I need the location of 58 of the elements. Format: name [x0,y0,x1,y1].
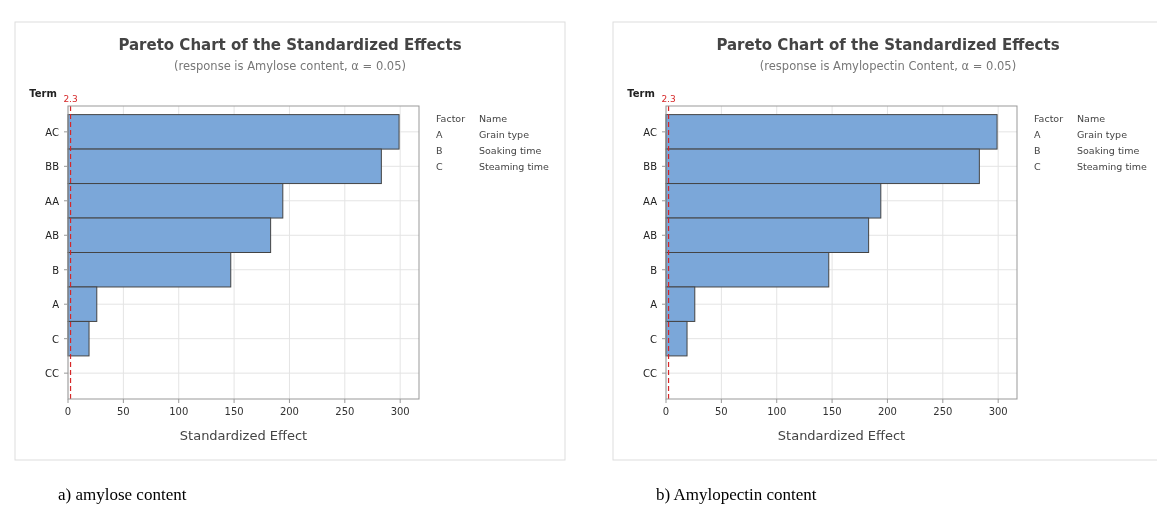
chart-subtitle: (response is Amylose content, α = 0.05) [173,59,407,73]
chart-title: Pareto Chart of the Standardized Effects [716,36,1060,54]
text: C [436,161,443,172]
y-tick-label: AA [45,195,60,207]
x-tick-label: 250 [335,406,355,417]
x-tick-label: 100 [767,406,787,417]
y-axis-title: Term [29,88,57,99]
chart-title: Pareto Chart of the Standardized Effects [118,36,462,54]
y-tick-label: AA [643,195,658,207]
x-tick-label: 150 [224,406,244,417]
text: Name [1077,113,1106,124]
text: a) amylose content [58,485,187,504]
x-tick-label: 0 [64,406,72,417]
y-tick-label: AB [643,230,658,242]
x-tick-label: 150 [822,406,842,417]
y-tick-label: AC [45,126,60,138]
ref-line-label: 2.3 [63,94,78,104]
text: Factor [1034,113,1064,124]
text: B [1034,145,1041,156]
text: B [436,145,443,156]
x-tick-label: 0 [662,406,670,417]
y-tick-label: AB [45,230,60,242]
y-tick-label: CC [45,368,60,380]
x-tick-label: 50 [715,406,728,417]
x-tick-label: 300 [988,406,1008,417]
x-tick-label: 200 [877,406,897,417]
text: Steaming time [479,161,549,172]
text: Soaking time [479,145,542,156]
x-axis-title: Standardized Effect [777,428,906,443]
y-tick-label: BB [45,161,60,173]
x-tick-label: 300 [390,406,410,417]
y-tick-label: BB [643,161,658,173]
text: Name [479,113,508,124]
text: A [436,129,443,140]
y-axis-title: Term [627,88,655,99]
y-tick-label: C [52,333,60,345]
text: Soaking time [1077,145,1140,156]
ref-line-label: 2.3 [661,94,676,104]
x-tick-label: 250 [933,406,953,417]
y-tick-label: A [650,299,658,311]
text: b) Amylopectin content [656,485,817,504]
x-tick-label: 100 [169,406,189,417]
x-axis-title: Standardized Effect [179,428,308,443]
x-tick-label: 50 [117,406,130,417]
text: Factor [436,113,466,124]
text: A [1034,129,1041,140]
x-tick-label: 200 [279,406,299,417]
y-tick-label: AC [643,126,658,138]
y-tick-label: B [650,264,658,276]
text: Steaming time [1077,161,1147,172]
y-tick-label: A [52,299,60,311]
chart-subtitle: (response is Amylopectin Content, α = 0.05) [759,59,1017,73]
text: Grain type [479,129,530,140]
y-tick-label: C [650,333,658,345]
text: C [1034,161,1041,172]
y-tick-label: CC [643,368,658,380]
y-tick-label: B [52,264,60,276]
text: Grain type [1077,129,1128,140]
